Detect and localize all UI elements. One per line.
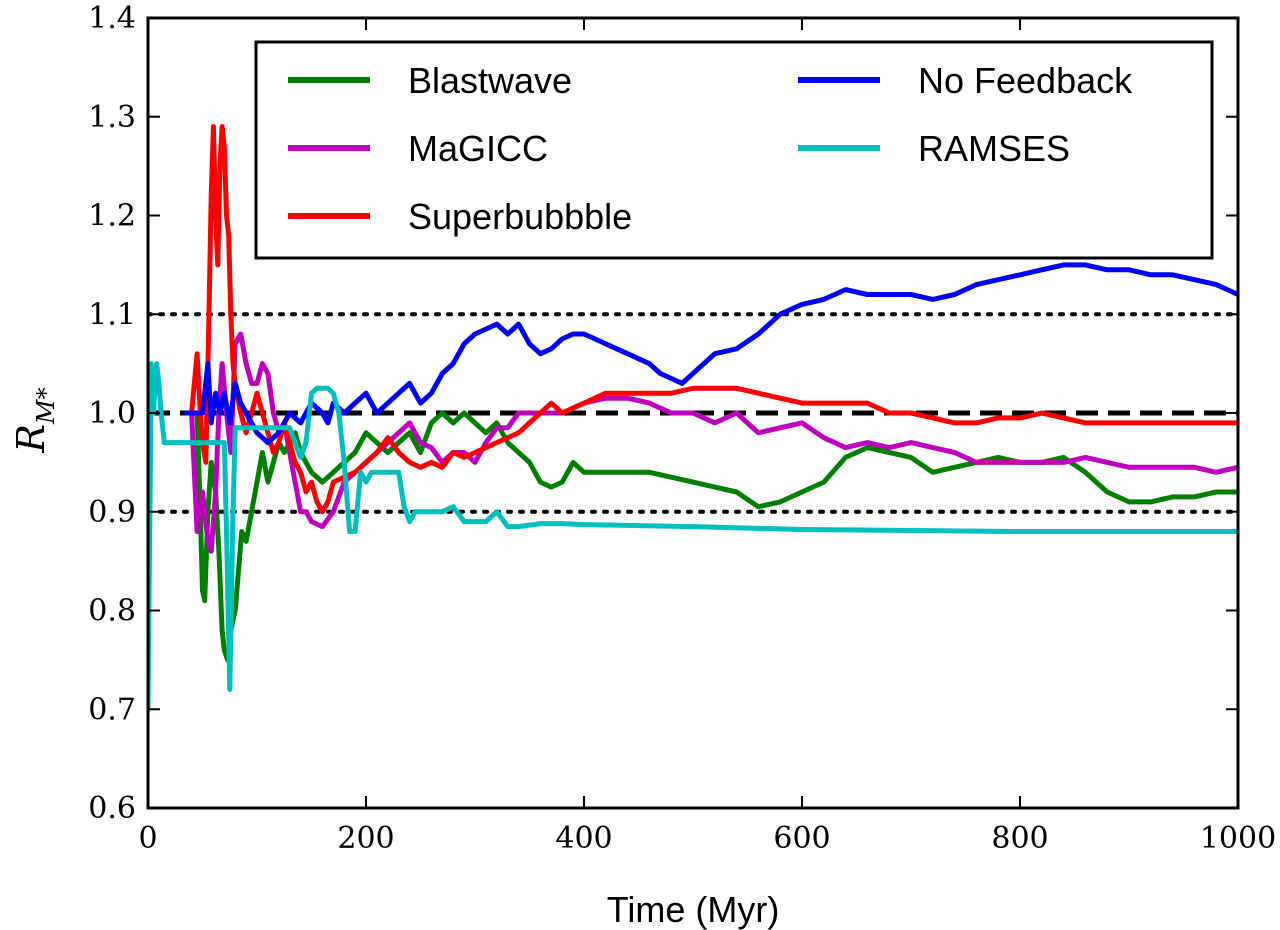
svg-text:RM*: RM* (9, 387, 60, 453)
y-tick-label: 1.4 (88, 1, 136, 36)
y-tick-label: 0.7 (88, 692, 136, 727)
series-line-ramses (148, 361, 1238, 712)
legend: Blastwave MaGICC Superbubbble No Feedback RA… (254, 40, 1214, 260)
legend-label-blastwave: Blastwave (408, 60, 572, 101)
x-axis-title: Time (Myr) (607, 889, 780, 930)
x-tick-label: 1000 (1200, 821, 1276, 856)
series-line-superbubbble (189, 124, 1238, 515)
y-axis-title-main: R (9, 424, 53, 454)
axis-tick-labels: 0 200 400 600 800 1000 0.6 0.7 0.8 0.9 1.0 1.1 1.2 1.… (88, 1, 1276, 856)
y-axis-title-subscript: M* (32, 387, 60, 425)
axis-ticks (147, 17, 1239, 809)
y-tick-label: 1.0 (88, 396, 136, 431)
legend-label-ramses: RAMSES (918, 128, 1070, 169)
x-tick-label: 200 (337, 821, 394, 856)
series-line-blastwave (194, 410, 1238, 663)
y-tick-label: 0.9 (88, 495, 136, 530)
y-tick-label: 1.1 (88, 297, 136, 332)
x-tick-label: 400 (555, 821, 612, 856)
y-tick-label: 0.6 (88, 791, 136, 826)
x-tick-label: 600 (773, 821, 830, 856)
x-tick-label: 0 (138, 821, 157, 856)
series-line-no-feedback (183, 262, 1238, 446)
y-tick-label: 1.3 (88, 100, 136, 135)
legend-label-magicc: MaGICC (408, 128, 548, 169)
y-axis-title: RM* (9, 387, 60, 453)
y-tick-label: 0.8 (88, 594, 136, 629)
series-lines (148, 124, 1238, 712)
x-tick-label: 800 (991, 821, 1048, 856)
y-tick-label: 1.2 (88, 199, 136, 234)
legend-label-no-feedback: No Feedback (918, 60, 1133, 101)
legend-box (254, 40, 1214, 260)
legend-label-superbubbble: Superbubbble (408, 196, 632, 237)
